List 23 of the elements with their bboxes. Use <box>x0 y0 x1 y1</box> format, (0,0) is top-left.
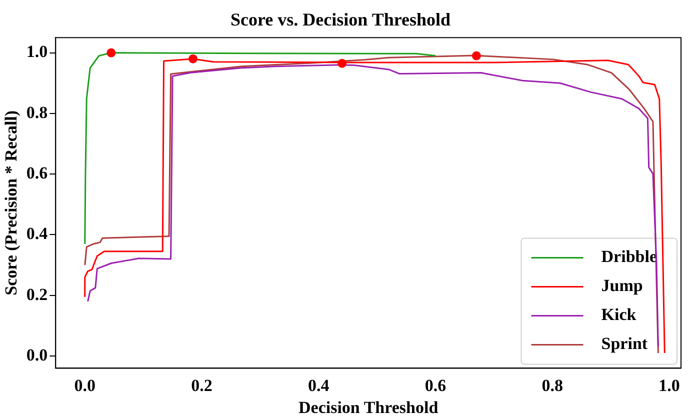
legend-label: Kick <box>601 305 637 324</box>
y-tick-label: 0.4 <box>26 224 48 244</box>
legend-label: Sprint <box>601 334 648 354</box>
y-tick-label: 0.0 <box>26 345 48 364</box>
chart-title: Score vs. Decision Threshold <box>230 9 451 30</box>
y-tick-label: 0.2 <box>26 284 48 304</box>
x-tick-label: 0.0 <box>74 376 96 395</box>
x-tick-label: 0.2 <box>191 376 212 395</box>
point <box>106 48 116 58</box>
legend-label: Dribble <box>601 247 658 266</box>
x-tick-label: 0.8 <box>542 376 564 395</box>
y-tick-label: 0.6 <box>26 163 48 182</box>
y-tick-label: 0.8 <box>26 102 48 122</box>
y-axis-title: Score (Precision * Recall) <box>2 110 21 296</box>
x-tick-label: 0.4 <box>308 376 330 395</box>
x-tick-label: 0.6 <box>424 376 446 395</box>
point <box>338 58 347 68</box>
point <box>188 54 198 64</box>
y-tick-label: 1.0 <box>26 42 48 62</box>
point <box>472 51 481 60</box>
legend-label: Jump <box>601 276 643 296</box>
x-axis-title: Decision Threshold <box>298 398 439 418</box>
x-tick-label: 1.0 <box>658 376 680 395</box>
